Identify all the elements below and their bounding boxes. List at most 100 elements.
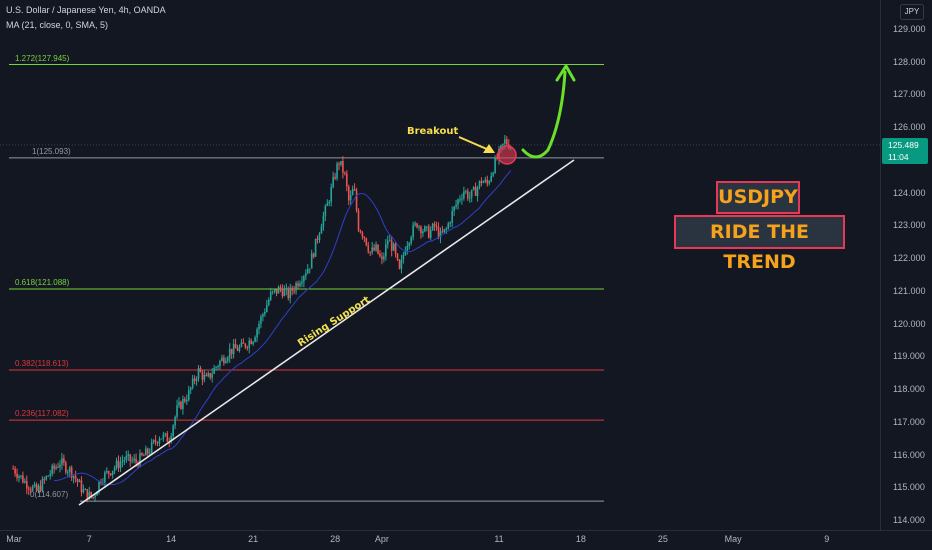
candle-body (340, 161, 342, 165)
candle-body (293, 290, 295, 292)
candle-body (461, 198, 463, 200)
candle-body (346, 173, 348, 187)
candle-body (496, 157, 498, 160)
time-tick: 25 (657, 534, 668, 544)
candle-body (476, 187, 479, 196)
candle-body (39, 485, 42, 491)
candle-body (117, 460, 120, 469)
breakout-label: Breakout (407, 126, 459, 137)
last-price-value: 125.489 (888, 140, 919, 150)
fib-level-label: 0.236(117.082) (15, 409, 69, 419)
candle-body (468, 197, 471, 199)
candle-body (225, 360, 227, 364)
candle-body (402, 255, 405, 260)
candle-body (338, 163, 340, 165)
candle-body (445, 228, 448, 230)
candle-body (33, 484, 36, 487)
candle-body (250, 340, 252, 345)
candle-body (170, 436, 172, 443)
candle-body (367, 245, 370, 252)
candle-body (359, 230, 362, 233)
candle-body (279, 287, 282, 289)
candle-body (74, 475, 77, 479)
candle-body (76, 478, 79, 483)
candle-body (45, 476, 48, 480)
candle-body (492, 172, 494, 176)
candle-body (463, 191, 465, 199)
symbol-title[interactable]: U.S. Dollar / Japanese Yen, 4h, OANDA (6, 5, 166, 15)
candle-body (248, 340, 251, 348)
candle-body (334, 176, 336, 179)
candle-body (291, 287, 293, 291)
candle-body (228, 348, 231, 358)
price-tick: 126.000 (893, 122, 926, 133)
candle-body (22, 475, 24, 483)
candle-body (472, 187, 475, 190)
price-tick: 114.000 (893, 515, 925, 525)
candle-body (189, 387, 192, 391)
currency-badge[interactable]: JPY (900, 4, 924, 20)
time-tick: 9 (824, 534, 830, 544)
candle-body (20, 475, 22, 477)
candle-body (277, 287, 280, 294)
candle-body (55, 467, 57, 469)
candle-body (264, 311, 266, 315)
candle-body (433, 223, 436, 227)
candle-body (121, 460, 124, 463)
candle-body (131, 460, 133, 462)
candle-body (63, 458, 65, 463)
candle-body (314, 238, 317, 257)
candle-body (162, 434, 165, 439)
candle-body (406, 245, 409, 251)
candle-body (65, 462, 67, 473)
candle-body (373, 247, 375, 251)
candle-body (178, 401, 180, 406)
candle-body (86, 489, 89, 500)
candle-body (287, 288, 290, 299)
candle-body (156, 442, 159, 444)
time-tick: 7 (86, 534, 92, 544)
candle-body (14, 468, 16, 474)
candle-body (478, 180, 481, 188)
candle-body (273, 289, 276, 292)
candle-body (322, 215, 325, 227)
candle-body (412, 225, 414, 238)
candle-body (332, 176, 334, 187)
fib-level-label: 1.272(127.945) (15, 53, 70, 63)
candle-body (459, 199, 461, 201)
candle-body (195, 378, 198, 381)
candle-body (26, 481, 28, 489)
candle-body (70, 467, 73, 478)
candle-body (193, 378, 196, 381)
candle-body (324, 205, 327, 216)
candle-body (88, 491, 91, 500)
last-price-tag: 125.489 11:04 (882, 138, 928, 164)
indicator-legend[interactable]: MA (21, close, 0, SMA, 5) (6, 20, 109, 30)
candle-body (59, 464, 61, 468)
candle-body (363, 236, 366, 239)
candle-body (197, 368, 200, 379)
symbol-title-box: USDJPY (716, 181, 800, 214)
candle-body (72, 475, 75, 478)
candle-body (164, 433, 167, 435)
candle-body (29, 489, 32, 491)
candle-body (474, 187, 477, 196)
candle-body (437, 226, 440, 238)
price-tick: 120.000 (893, 318, 926, 329)
candle-body (217, 366, 219, 368)
candle-body (111, 470, 114, 476)
candle-body (357, 210, 360, 231)
fib-level-label: 1(125.093) (32, 146, 71, 156)
time-tick: May (724, 534, 742, 544)
candle-body (390, 240, 393, 251)
candle-body (244, 343, 247, 348)
candle-body (424, 226, 426, 232)
candle-body (470, 189, 473, 198)
candle-body (439, 231, 442, 238)
projection-arrow-curve (521, 70, 567, 159)
candle-body (353, 189, 356, 191)
candle-body (256, 329, 258, 338)
ride-trend-box: RIDE THE TREND (674, 215, 845, 273)
candle-body (43, 478, 46, 480)
